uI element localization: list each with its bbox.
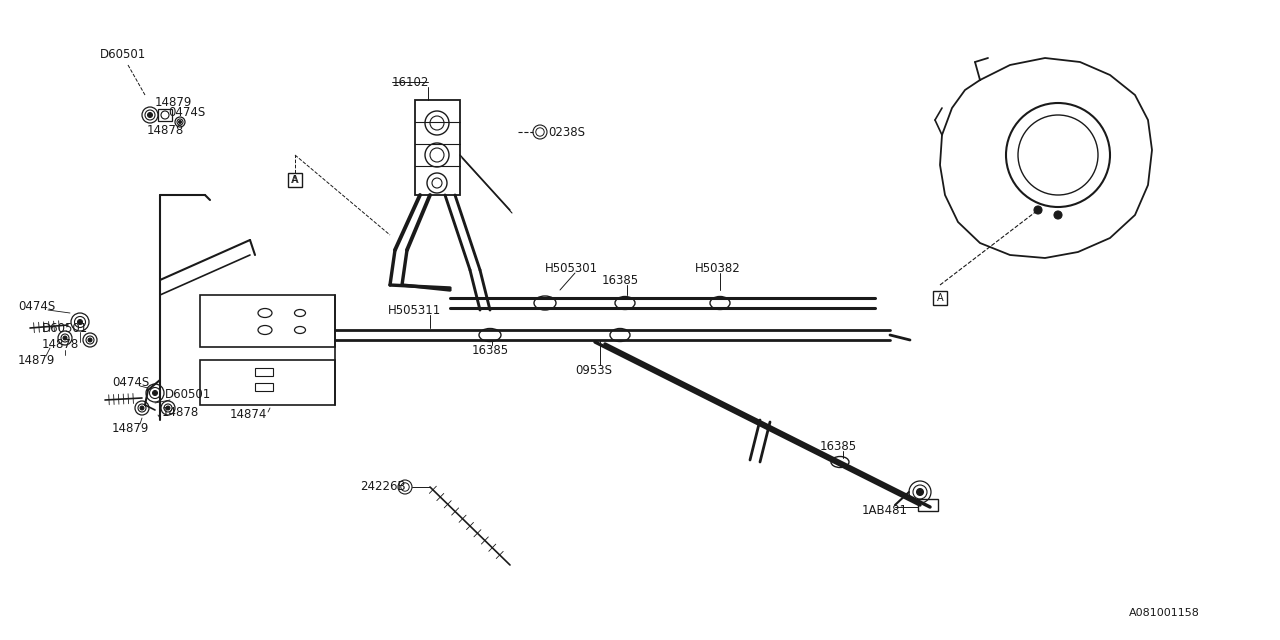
Text: 0238S: 0238S <box>548 125 585 138</box>
Text: A: A <box>292 175 298 185</box>
Text: 16385: 16385 <box>602 273 639 287</box>
Bar <box>200 295 335 347</box>
Text: D60501: D60501 <box>100 49 146 61</box>
Text: A: A <box>937 293 943 303</box>
Text: 16385: 16385 <box>820 440 858 452</box>
Circle shape <box>1034 206 1042 214</box>
Text: 16102: 16102 <box>392 76 429 88</box>
Text: D60501: D60501 <box>165 388 211 401</box>
Text: 1AB481: 1AB481 <box>861 504 908 516</box>
Bar <box>255 383 273 391</box>
Bar <box>288 173 302 187</box>
Text: 14879: 14879 <box>113 422 150 435</box>
Text: 14879: 14879 <box>18 353 55 367</box>
Circle shape <box>152 390 157 396</box>
Text: 14878: 14878 <box>42 339 79 351</box>
Circle shape <box>916 488 923 495</box>
Bar <box>415 100 460 195</box>
Text: 14874: 14874 <box>230 408 268 422</box>
Text: 14878: 14878 <box>163 406 200 419</box>
Circle shape <box>88 338 92 342</box>
Circle shape <box>63 336 67 340</box>
Text: 16385: 16385 <box>472 344 509 356</box>
Circle shape <box>166 406 170 410</box>
Text: H50382: H50382 <box>695 262 741 275</box>
Text: H505311: H505311 <box>388 303 442 317</box>
Bar <box>918 499 938 511</box>
Text: A: A <box>288 175 298 185</box>
Circle shape <box>178 120 182 124</box>
Text: 14878: 14878 <box>147 124 184 136</box>
Circle shape <box>1053 211 1062 219</box>
Bar <box>255 368 273 376</box>
Text: 24226B: 24226B <box>360 481 406 493</box>
Text: A081001158: A081001158 <box>1129 608 1201 618</box>
Circle shape <box>147 113 152 118</box>
Text: H505301: H505301 <box>545 262 598 275</box>
Bar <box>933 291 947 305</box>
Text: 0474S: 0474S <box>18 301 55 314</box>
Circle shape <box>140 406 143 410</box>
Text: 0474S: 0474S <box>113 376 150 388</box>
Text: 0953S: 0953S <box>575 364 612 376</box>
Text: 0474S: 0474S <box>168 106 205 118</box>
Text: 14879: 14879 <box>155 95 192 109</box>
Bar <box>157 109 172 121</box>
Text: D60501: D60501 <box>42 321 88 335</box>
Bar <box>200 360 335 405</box>
Circle shape <box>78 319 82 324</box>
